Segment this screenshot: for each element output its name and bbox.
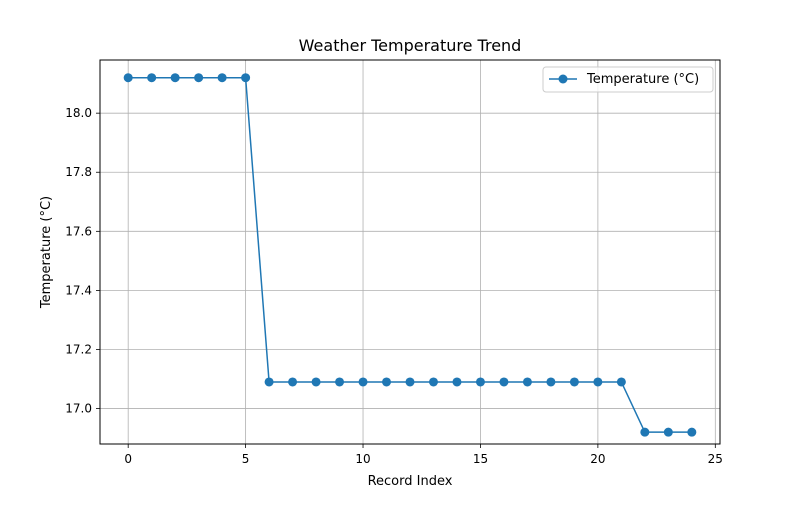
data-point [593,377,603,387]
data-point [288,377,298,387]
y-tick-label: 17.2 [65,342,92,356]
data-point [522,377,532,387]
data-point [475,377,485,387]
grid [100,60,720,444]
y-tick-label: 17.4 [65,283,92,297]
y-axis-label: Temperature (°C) [39,196,54,309]
data-point [311,377,321,387]
data-point [499,377,509,387]
plot-area-frame [99,59,721,445]
data-point [663,427,673,437]
data-point [452,377,462,387]
x-tick-label: 20 [590,452,605,466]
chart-title: Weather Temperature Trend [299,36,522,55]
y-tick-label: 17.8 [65,165,92,179]
data-point [264,377,274,387]
x-axis-label: Record Index [368,474,453,489]
data-point [241,73,251,83]
data-point [640,427,650,437]
series-layer [123,73,697,437]
legend-marker-sample [558,74,568,84]
legend: Temperature (°C) [542,66,714,93]
x-tick-label: 10 [355,452,370,466]
data-point [358,377,368,387]
x-tick-label: 15 [473,452,488,466]
y-tick-label: 17.0 [65,402,92,416]
y-tick-label: 18.0 [65,106,92,120]
data-point [687,427,697,437]
data-point [569,377,579,387]
data-point [546,377,556,387]
x-tick-label: 0 [124,452,132,466]
data-point [123,73,133,83]
data-point [428,377,438,387]
x-tick-label: 25 [708,452,723,466]
data-point [616,377,626,387]
data-point [335,377,345,387]
ticks: 0 5 10 15 20 25 17.0 17.2 17.4 17.6 17.8 18.0 [65,106,723,466]
data-point [217,73,227,83]
data-point [405,377,415,387]
y-tick-label: 17.6 [65,224,92,238]
x-tick-label: 5 [242,452,250,466]
legend-label: Temperature (°C) [586,72,699,87]
data-point [194,73,204,83]
data-point [147,73,157,83]
data-point [170,73,180,83]
data-point [382,377,392,387]
legend-box [542,66,714,93]
